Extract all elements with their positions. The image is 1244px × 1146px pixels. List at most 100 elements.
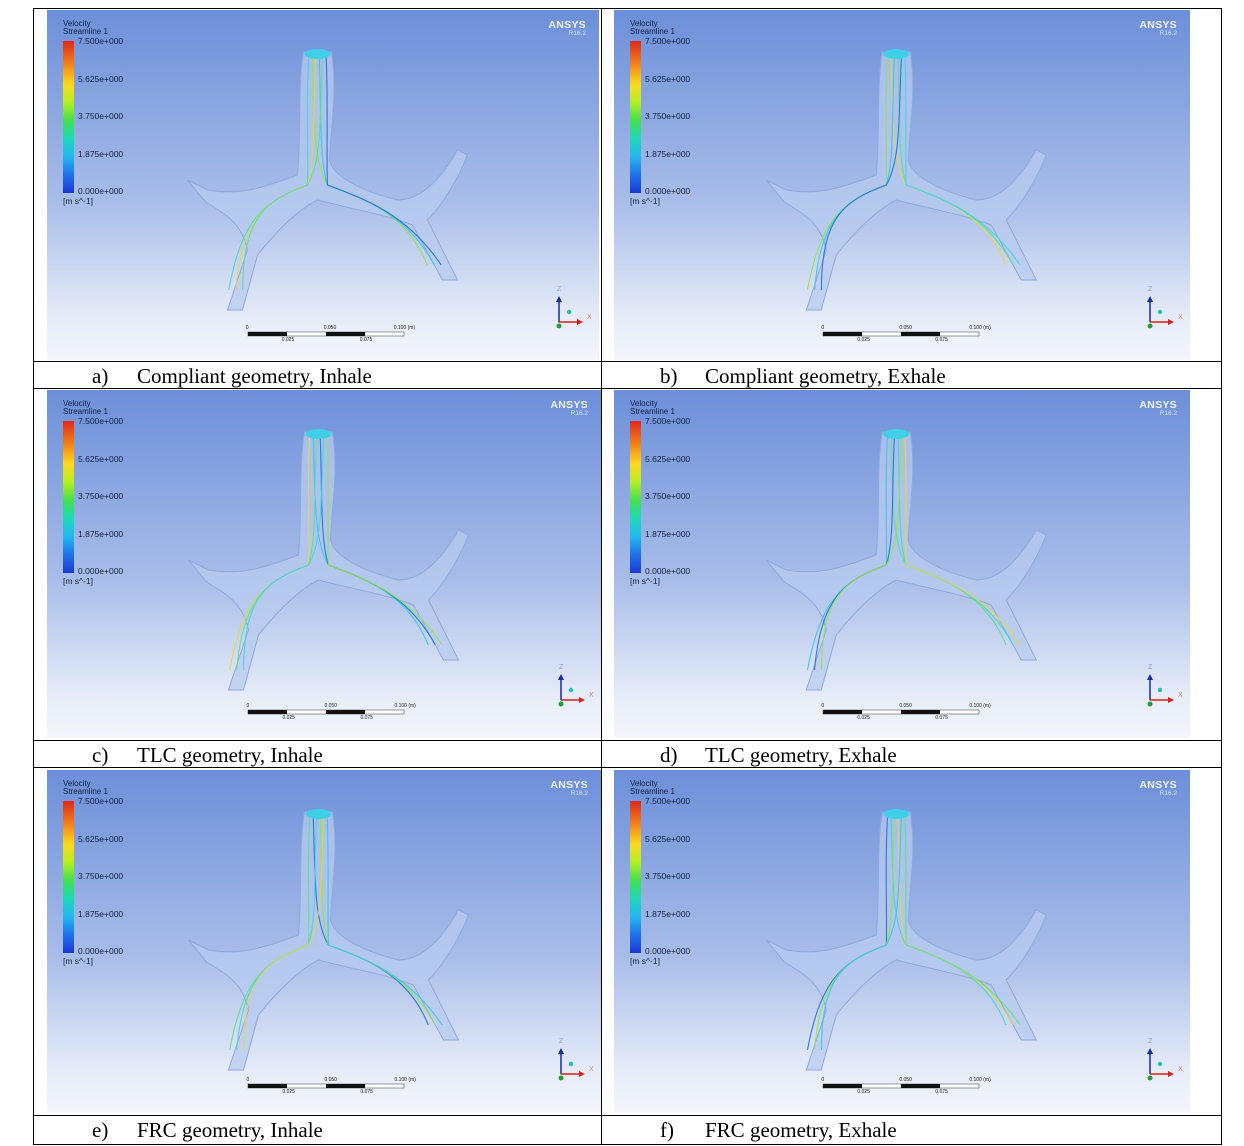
- scale-bar: [248, 709, 405, 715]
- streamline: [325, 55, 442, 266]
- scale-label: 0.025: [857, 337, 870, 343]
- colorbar-tick-label: 1.875e+000: [78, 908, 124, 919]
- scale-label: 0.025: [281, 337, 295, 343]
- colorbar-tick-label: 3.750e+000: [78, 491, 124, 501]
- trachea-inlet: [305, 809, 332, 819]
- row-divider: [34, 388, 1221, 389]
- trachea-inlet: [305, 429, 332, 439]
- axis-label-z: Z: [1148, 664, 1153, 671]
- ansys-logo: ANSYS R16.2: [550, 399, 588, 417]
- scale-label: 0.075: [360, 715, 373, 721]
- colorbar-tick-label: 5.625e+000: [645, 73, 691, 84]
- airway-streamline-render: [188, 429, 470, 691]
- colorbar-tick-label: 3.750e+000: [645, 111, 691, 121]
- colorbar-tick-label: 5.625e+000: [78, 73, 124, 84]
- row-divider: [34, 767, 1221, 768]
- colorbar-unit-label: [m s^-1]: [63, 196, 93, 206]
- streamline: [326, 815, 443, 1026]
- axis-label-x: X: [589, 1066, 594, 1073]
- legend-title: Velocity Streamline 1: [63, 779, 108, 796]
- colorbar-unit-label: [m s^-1]: [630, 956, 660, 966]
- simulation-panel-e: Velocity Streamline 1 7.500e+000 5.625e+00…: [47, 770, 601, 1112]
- colorbar-unit-label: [m s^-1]: [630, 576, 660, 586]
- streamline: [820, 435, 903, 671]
- scale-label: 0.075: [359, 337, 373, 343]
- axis-label-x: X: [1178, 314, 1183, 321]
- legend-title: Velocity Streamline 1: [63, 19, 108, 36]
- scale-label: 0.050: [899, 325, 912, 331]
- simulation-panel-d: Velocity Streamline 1 7.500e+000 5.625e+00…: [614, 390, 1190, 738]
- logo-brand: ANSYS: [1139, 399, 1177, 411]
- trachea-inlet: [883, 809, 910, 819]
- colorbar-tick-label: 7.500e+000: [78, 416, 124, 426]
- colorbar-tick-label: 0.000e+000: [78, 186, 124, 196]
- colorbar-tick-label: 3.750e+000: [78, 111, 124, 121]
- scale-label: 0.100 (m): [969, 703, 991, 709]
- scale-label: 0.100 (m): [394, 703, 416, 709]
- scale-label: 0.025: [282, 715, 295, 721]
- scale-label: 0.100 (m): [394, 1077, 416, 1083]
- scale-label: 0.025: [857, 1089, 870, 1095]
- colorbar-unit-label: [m s^-1]: [63, 576, 93, 586]
- colorbar-tick-label: 1.875e+000: [78, 528, 124, 539]
- streamline: [820, 55, 903, 291]
- scale-label: 0.025: [857, 715, 870, 721]
- logo-version: R16.2: [1159, 790, 1177, 797]
- colorbar-tick-label: 0.000e+000: [645, 186, 691, 196]
- axis-label-z: Z: [1148, 286, 1153, 293]
- colorbar-tick-label: 5.625e+000: [645, 453, 691, 464]
- scale-label: 0: [821, 325, 825, 331]
- scale-label: 0.075: [935, 1089, 948, 1095]
- scale-label: 0.075: [935, 715, 948, 721]
- axis-label-x: X: [1178, 692, 1183, 699]
- colorbar-tick-label: 0.000e+000: [78, 566, 124, 576]
- axis-label-x: X: [589, 692, 594, 699]
- scale-label: 0.050: [899, 703, 912, 709]
- legend-title: Velocity Streamline 1: [63, 399, 108, 416]
- streamline: [243, 435, 325, 671]
- colorbar-tick-label: 7.500e+000: [78, 36, 124, 46]
- scale-label: 0.100 (m): [393, 325, 416, 331]
- scale-label: 0: [245, 325, 249, 331]
- colorbar-tick-label: 3.750e+000: [645, 491, 691, 501]
- ansys-logo: ANSYS R16.2: [1139, 779, 1177, 797]
- scale-label: 0: [821, 703, 825, 709]
- scale-bar: [247, 331, 404, 337]
- colorbar-tick-label: 1.875e+000: [645, 528, 691, 539]
- caption-text: Compliant geometry, Inhale: [137, 364, 372, 388]
- colorbar-tick-label: 7.500e+000: [645, 796, 691, 806]
- caption-letter: b): [660, 364, 678, 388]
- colorbar-tick-label: 0.000e+000: [645, 946, 691, 956]
- scale-label: 0.100 (m): [969, 325, 991, 331]
- streamline: [242, 55, 324, 291]
- ansys-logo: ANSYS R16.2: [548, 19, 586, 37]
- scale-label: 0.075: [935, 337, 948, 343]
- velocity-colorbar: [63, 801, 74, 953]
- axis-triad-icon: [556, 296, 583, 329]
- scale-label: 0: [821, 1077, 825, 1083]
- simulation-panel-f: Velocity Streamline 1 7.500e+000 5.625e+00…: [614, 770, 1190, 1112]
- colorbar-tick-label: 1.875e+000: [78, 148, 124, 159]
- streamline: [243, 815, 325, 1051]
- logo-version: R16.2: [568, 30, 586, 37]
- airway-streamline-render: [765, 809, 1047, 1071]
- logo-version: R16.2: [1159, 410, 1177, 417]
- colorbar-tick-label: 0.000e+000: [645, 566, 691, 576]
- axis-triad-icon: [558, 1048, 585, 1081]
- streamline: [326, 435, 443, 646]
- scale-label: 0: [246, 703, 250, 709]
- axis-triad-icon: [558, 674, 585, 707]
- caption-text: TLC geometry, Inhale: [137, 743, 323, 767]
- scale-label: 0.050: [899, 1077, 912, 1083]
- scale-bar: [823, 1083, 980, 1089]
- axis-label-x: X: [1178, 1066, 1183, 1073]
- caption-letter: f): [660, 1118, 674, 1142]
- colorbar-unit-label: [m s^-1]: [63, 956, 93, 966]
- logo-version: R16.2: [570, 790, 588, 797]
- velocity-colorbar: [63, 41, 74, 193]
- logo-brand: ANSYS: [548, 19, 586, 31]
- airway-streamline-render: [188, 809, 470, 1071]
- trachea-inlet: [304, 49, 331, 59]
- caption-letter: d): [660, 743, 678, 767]
- scale-bar: [248, 1083, 405, 1089]
